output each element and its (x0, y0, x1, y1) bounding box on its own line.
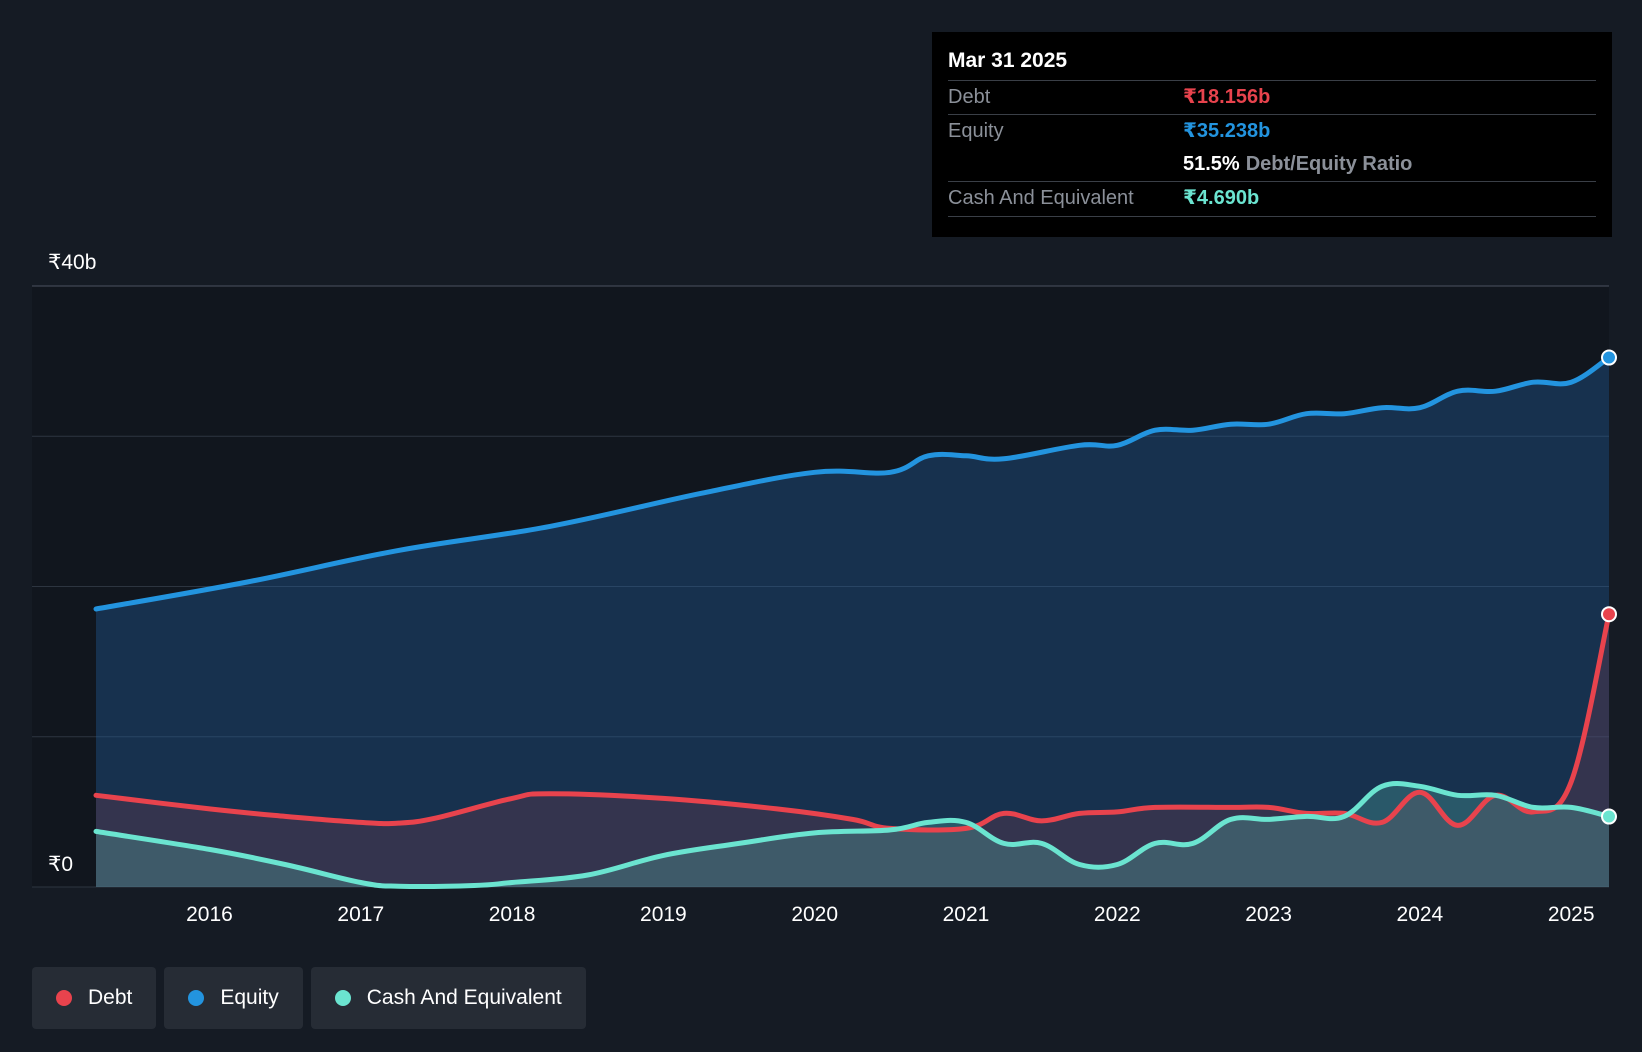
legend-debt-dot-icon (56, 990, 72, 1006)
tooltip-cash-label: Cash And Equivalent (948, 187, 1134, 209)
legend-item-debt[interactable]: Debt (32, 967, 157, 1029)
tooltip-debt-label: Debt (948, 86, 991, 108)
tooltip-row-debt: Debt ₹18.156b (948, 80, 1596, 114)
legend-equity-label: Equity (220, 986, 279, 1009)
tooltip-ratio-label: Debt/Equity Ratio (1245, 153, 1413, 175)
tooltip-row-equity: Equity ₹35.238b (948, 114, 1596, 148)
tooltip-panel: Mar 31 2025 Debt ₹18.156b Equity ₹35.238… (932, 32, 1612, 237)
debt-end-marker (1601, 606, 1617, 623)
tooltip-date: Mar 31 2025 (948, 49, 1068, 72)
x-tick-label: 2017 (337, 903, 384, 926)
x-axis: 2016 2017 2018 2019 2020 2021 2022 2023 2024 2025 (186, 903, 1594, 926)
equity-line (93, 355, 1612, 612)
tooltip-ratio-value: 51.5% (1183, 153, 1240, 175)
x-tick-label: 2019 (640, 903, 687, 926)
tooltip-debt-value: ₹18.156b (1183, 86, 1271, 108)
x-tick-label: 2020 (791, 903, 838, 926)
legend-item-cash[interactable]: Cash And Equivalent (310, 967, 586, 1029)
tooltip-equity-value: ₹35.238b (1183, 120, 1271, 142)
x-tick-label: 2025 (1548, 903, 1595, 926)
y-tick-label-max: ₹40b (48, 251, 96, 274)
y-tick-label-min: ₹0 (48, 853, 73, 876)
tooltip-cash-value: ₹4.690b (1183, 187, 1260, 209)
tooltip-row-ratio: 51.5% Debt/Equity Ratio (948, 148, 1596, 181)
gridlines (32, 285, 1609, 888)
x-tick-label: 2024 (1397, 903, 1444, 926)
equity-area (96, 357, 1609, 887)
x-tick-label: 2023 (1245, 903, 1292, 926)
x-tick-label: 2022 (1094, 903, 1141, 926)
tooltip-equity-label: Equity (948, 120, 1004, 142)
x-tick-label: 2016 (186, 903, 233, 926)
legend-equity-dot-icon (188, 990, 205, 1006)
legend-item-equity[interactable]: Equity (164, 967, 303, 1029)
cash-line (93, 781, 1612, 889)
legend-cash-label: Cash And Equivalent (366, 986, 562, 1009)
cash-area (96, 783, 1609, 887)
legend: Debt Equity Cash And Equivalent (32, 967, 586, 1029)
debt-line (93, 611, 1612, 833)
x-tick-label: 2021 (943, 903, 990, 926)
cash-end-marker (1601, 808, 1617, 825)
equity-end-marker (1601, 349, 1617, 366)
legend-cash-dot-icon (334, 990, 351, 1006)
x-tick-label: 2018 (489, 903, 536, 926)
legend-debt-label: Debt (88, 986, 133, 1009)
y-axis: ₹40b ₹0 (48, 251, 96, 876)
tooltip-row-cash: Cash And Equivalent ₹4.690b (948, 181, 1596, 215)
